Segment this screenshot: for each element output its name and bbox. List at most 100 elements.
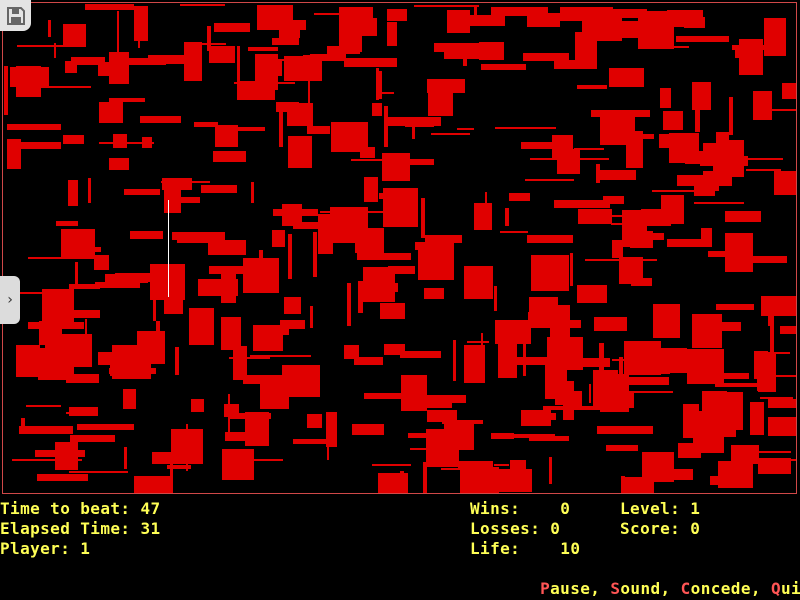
menu-quit[interactable]: Quit bbox=[770, 579, 800, 598]
obstacle-block bbox=[98, 62, 111, 76]
obstacle-block bbox=[434, 43, 486, 52]
obstacle-block bbox=[638, 11, 674, 49]
obstacle-block bbox=[710, 476, 744, 485]
obstacle-block bbox=[364, 393, 403, 399]
player-beam bbox=[168, 200, 169, 297]
menu-sound[interactable]: Sound bbox=[610, 579, 661, 598]
obstacle-block bbox=[326, 412, 337, 447]
obstacle-block bbox=[221, 270, 236, 303]
obstacle-block bbox=[288, 234, 292, 279]
obstacle-block bbox=[660, 88, 671, 108]
obstacle-block bbox=[521, 142, 559, 149]
obstacle-block bbox=[627, 391, 673, 393]
obstacle-block bbox=[349, 18, 377, 36]
obstacle-block bbox=[109, 158, 129, 170]
obstacle-block bbox=[421, 198, 425, 238]
losses: Losses: 0 bbox=[470, 519, 561, 538]
obstacle-block bbox=[372, 464, 411, 466]
obstacle-block bbox=[189, 308, 214, 345]
obstacle-block bbox=[772, 352, 790, 354]
obstacle-block bbox=[495, 127, 556, 129]
obstacle-block bbox=[458, 461, 493, 469]
obstacle-block bbox=[589, 384, 591, 403]
obstacle-block bbox=[770, 311, 774, 355]
obstacle-block bbox=[175, 347, 179, 375]
obstacle-block bbox=[577, 285, 607, 303]
obstacle-block bbox=[467, 341, 489, 343]
obstacle-block bbox=[460, 467, 499, 493]
level: Level: 1 bbox=[620, 499, 701, 518]
obstacle-block bbox=[711, 373, 749, 379]
obstacle-block bbox=[425, 235, 462, 243]
obstacle-block bbox=[130, 231, 163, 239]
obstacle-block bbox=[99, 102, 123, 123]
obstacle-block bbox=[384, 106, 388, 147]
obstacle-block bbox=[513, 357, 562, 365]
obstacle-block bbox=[760, 397, 793, 399]
obstacle-block bbox=[4, 66, 8, 115]
menu-pause[interactable]: Pause bbox=[540, 579, 591, 598]
obstacle-block bbox=[427, 410, 457, 422]
obstacle-block bbox=[70, 435, 115, 442]
obstacle-block bbox=[364, 177, 378, 202]
obstacle-block bbox=[521, 410, 551, 426]
obstacle-block bbox=[77, 424, 134, 430]
obstacle-block bbox=[424, 288, 444, 299]
obstacle-block bbox=[624, 341, 661, 375]
obstacle-block bbox=[776, 375, 796, 377]
obstacle-block bbox=[474, 203, 492, 230]
obstacle-block bbox=[606, 445, 638, 451]
obstacle-block bbox=[647, 46, 689, 48]
obstacle-block bbox=[357, 253, 411, 260]
obstacle-block bbox=[464, 266, 493, 299]
obstacle-block bbox=[585, 259, 657, 261]
obstacle-block bbox=[140, 116, 181, 123]
obstacle-block bbox=[617, 393, 634, 408]
obstacle-block bbox=[200, 238, 221, 240]
obstacle-block bbox=[379, 193, 414, 199]
obstacle-block bbox=[600, 110, 635, 145]
obstacle-block bbox=[631, 233, 664, 240]
obstacle-block bbox=[491, 7, 548, 16]
obstacle-block bbox=[69, 284, 100, 289]
obstacle-block bbox=[10, 67, 49, 87]
obstacle-block bbox=[554, 60, 590, 69]
obstacle-block bbox=[545, 361, 567, 399]
obstacle-block bbox=[95, 282, 140, 288]
obstacle-block bbox=[248, 47, 278, 51]
obstacle-block bbox=[201, 185, 237, 193]
obstacle-block bbox=[550, 305, 570, 340]
obstacle-block bbox=[415, 242, 454, 250]
obstacle-block bbox=[247, 459, 283, 461]
obstacle-block bbox=[352, 424, 384, 435]
obstacle-block bbox=[746, 169, 781, 171]
obstacle-block bbox=[414, 5, 479, 7]
obstacle-block bbox=[554, 200, 610, 208]
obstacle-block bbox=[570, 253, 573, 286]
obstacle-block bbox=[293, 439, 332, 444]
obstacle-block bbox=[575, 32, 597, 69]
obstacle-block bbox=[279, 30, 300, 38]
save-button[interactable] bbox=[0, 0, 31, 31]
obstacle-block bbox=[474, 7, 477, 23]
obstacle-block bbox=[98, 352, 123, 365]
obstacle-block bbox=[560, 7, 613, 14]
obstacle-block bbox=[377, 71, 382, 99]
obstacle-block bbox=[327, 46, 360, 54]
obstacle-block bbox=[731, 445, 759, 464]
game-field[interactable] bbox=[2, 2, 797, 494]
obstacle-block bbox=[168, 197, 200, 203]
elapsed-time: Elapsed Time: 31 bbox=[0, 519, 161, 538]
obstacle-block bbox=[170, 459, 173, 493]
obstacle-block bbox=[611, 223, 631, 225]
obstacle-block bbox=[676, 36, 729, 42]
obstacle-block bbox=[557, 358, 610, 367]
floppy-disk-icon bbox=[6, 6, 25, 25]
side-panel-toggle[interactable]: › bbox=[0, 276, 20, 324]
obstacle-block bbox=[766, 109, 796, 111]
obstacle-block bbox=[597, 426, 653, 434]
menu-concede[interactable]: Concede bbox=[680, 579, 751, 598]
obstacle-block bbox=[19, 426, 73, 434]
obstacle-block bbox=[410, 448, 430, 450]
obstacle-block bbox=[307, 126, 330, 134]
